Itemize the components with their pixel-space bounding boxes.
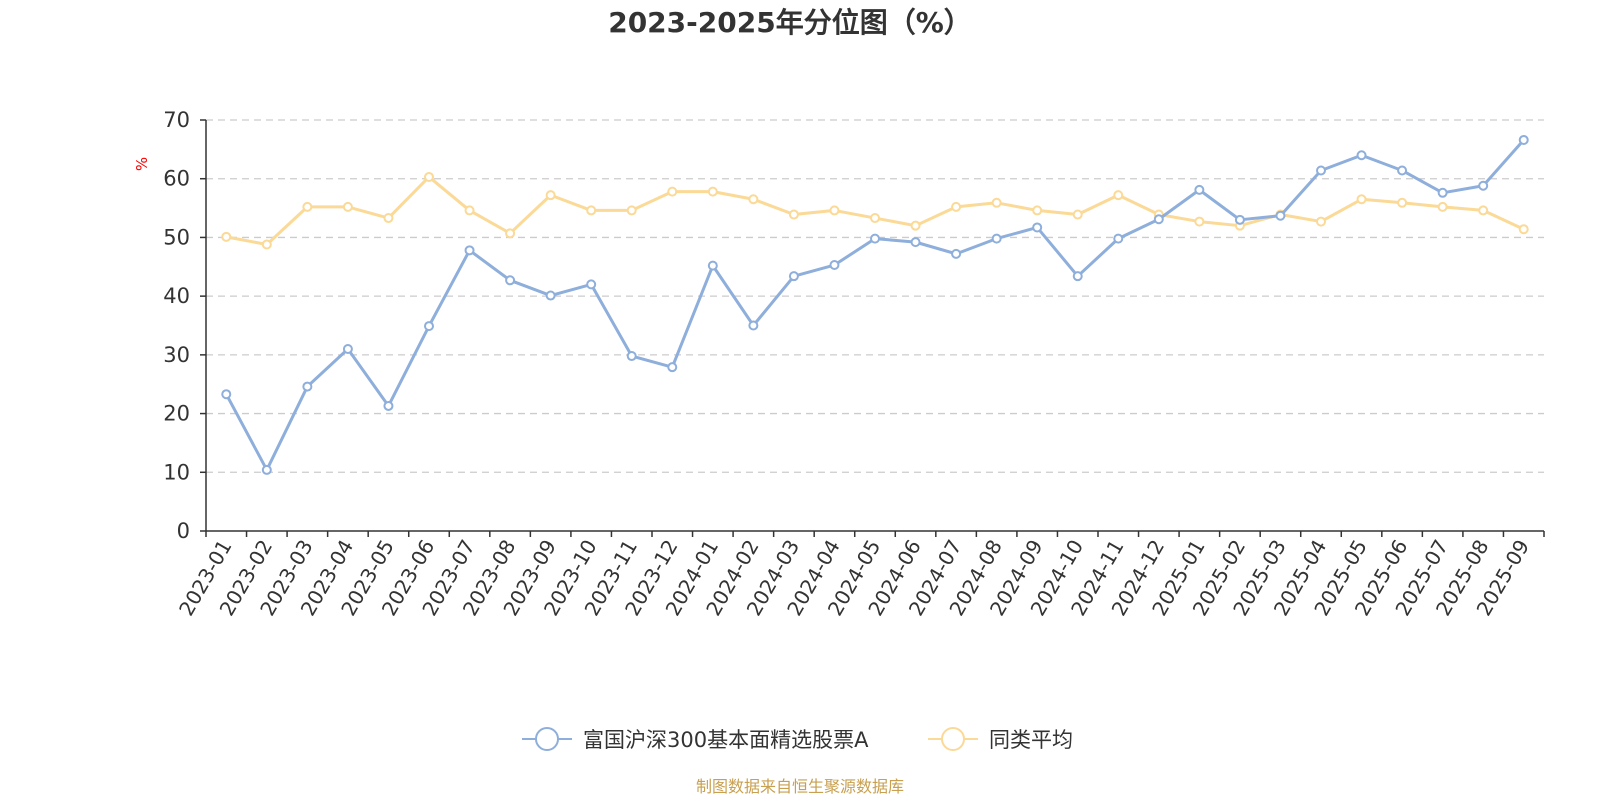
data-point[interactable] — [1316, 165, 1326, 176]
y-tick-label: 60 — [163, 167, 190, 191]
data-point[interactable] — [342, 343, 353, 354]
data-point[interactable] — [951, 248, 962, 259]
axes — [205, 120, 1544, 532]
data-point[interactable] — [1113, 190, 1124, 201]
data-point[interactable] — [1234, 214, 1245, 225]
data-point[interactable] — [383, 400, 394, 411]
data-point[interactable] — [505, 228, 516, 239]
legend-item-1[interactable]: 同类平均 — [928, 727, 1073, 752]
data-point[interactable] — [707, 260, 718, 271]
data-point[interactable] — [788, 271, 799, 282]
data-point[interactable] — [626, 205, 637, 216]
legend-label: 富国沪深300基本面精选股票A — [583, 728, 869, 752]
data-point[interactable] — [788, 209, 799, 220]
data-point[interactable] — [1397, 197, 1408, 208]
data-point[interactable] — [1518, 134, 1529, 145]
data-point[interactable] — [545, 190, 556, 201]
y-tick-label: 10 — [163, 460, 190, 484]
y-tick-labels: 0 10 20 30 40 50 60 70 — [163, 108, 206, 543]
data-point[interactable] — [261, 464, 272, 475]
data-point[interactable] — [1316, 216, 1326, 227]
data-point[interactable] — [910, 237, 921, 248]
y-tick-label: 20 — [163, 402, 190, 426]
data-point[interactable] — [829, 260, 840, 271]
data-point[interactable] — [505, 275, 516, 286]
legend-label: 同类平均 — [989, 728, 1073, 752]
data-point[interactable] — [1356, 194, 1367, 205]
y-tick-label: 50 — [163, 225, 190, 249]
series-lines — [221, 134, 1529, 475]
legend-item-0[interactable]: 富国沪深300基本面精选股票A — [522, 727, 869, 752]
legend[interactable]: 富国沪深300基本面精选股票A 同类平均 — [522, 727, 1073, 752]
data-point[interactable] — [302, 381, 313, 392]
y-tick-label: 30 — [163, 343, 190, 367]
data-point[interactable] — [870, 233, 880, 244]
data-point[interactable] — [1478, 180, 1489, 191]
data-point[interactable] — [302, 201, 313, 212]
data-point[interactable] — [1437, 201, 1448, 212]
data-point[interactable] — [1194, 216, 1205, 227]
chart-title: 2023-2025年分位图（%） — [608, 6, 972, 39]
data-point[interactable] — [951, 201, 962, 212]
data-point[interactable] — [748, 320, 759, 331]
series-line — [224, 138, 1525, 472]
data-point[interactable] — [1518, 224, 1529, 235]
data-point[interactable] — [464, 205, 475, 216]
data-point[interactable] — [1072, 271, 1083, 282]
data-point[interactable] — [221, 389, 232, 400]
data-point[interactable] — [667, 362, 678, 373]
data-point[interactable] — [464, 245, 475, 256]
y-axis-unit-label: % — [133, 157, 151, 171]
data-point[interactable] — [1275, 210, 1286, 221]
y-tick-label: 70 — [163, 108, 190, 132]
data-point[interactable] — [1032, 205, 1043, 216]
legend-marker-icon — [535, 727, 559, 751]
series-0 — [221, 134, 1529, 475]
data-point[interactable] — [1113, 233, 1124, 244]
data-point[interactable] — [261, 239, 272, 250]
data-point[interactable] — [342, 201, 353, 212]
data-point[interactable] — [1194, 184, 1205, 195]
data-point[interactable] — [991, 197, 1002, 208]
grid-lines — [206, 119, 1544, 473]
data-point[interactable] — [870, 213, 880, 224]
y-tick-label: 0 — [177, 519, 190, 543]
data-point[interactable] — [626, 351, 637, 362]
y-tick-label: 40 — [163, 284, 190, 308]
data-point[interactable] — [1153, 214, 1164, 225]
legend-marker-icon — [941, 727, 965, 751]
data-point[interactable] — [707, 186, 718, 197]
data-point[interactable] — [545, 290, 556, 301]
data-point[interactable] — [1478, 205, 1489, 216]
data-point[interactable] — [383, 213, 394, 224]
data-point[interactable] — [991, 233, 1002, 244]
data-point[interactable] — [1437, 187, 1448, 198]
data-point[interactable] — [910, 220, 921, 231]
data-point[interactable] — [424, 321, 434, 332]
data-point[interactable] — [586, 279, 597, 290]
data-point[interactable] — [1032, 222, 1043, 233]
data-source-note: 制图数据来自恒生聚源数据库 — [696, 777, 904, 796]
data-point[interactable] — [1356, 150, 1367, 161]
data-point[interactable] — [829, 205, 840, 216]
x-tick-labels: 2023-012023-022023-032023-042023-052023-… — [174, 531, 1545, 620]
data-point[interactable] — [667, 186, 678, 197]
data-point[interactable] — [424, 171, 434, 182]
data-point[interactable] — [1072, 209, 1083, 220]
data-point[interactable] — [748, 194, 759, 205]
data-point[interactable] — [586, 205, 597, 216]
data-point[interactable] — [1397, 165, 1408, 176]
data-point[interactable] — [221, 231, 232, 242]
